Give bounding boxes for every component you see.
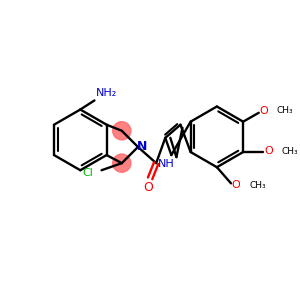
Text: CH₃: CH₃	[281, 146, 298, 155]
Text: O: O	[264, 146, 273, 156]
Text: O: O	[260, 106, 268, 116]
Text: NH: NH	[158, 159, 175, 169]
Text: N: N	[137, 140, 147, 154]
Text: O: O	[232, 180, 241, 190]
Text: CH₃: CH₃	[277, 106, 294, 115]
Circle shape	[113, 154, 131, 172]
Circle shape	[113, 122, 131, 140]
Text: O: O	[143, 181, 153, 194]
Text: CH₃: CH₃	[249, 181, 266, 190]
Text: Cl: Cl	[82, 168, 93, 178]
Text: NH₂: NH₂	[96, 88, 117, 98]
